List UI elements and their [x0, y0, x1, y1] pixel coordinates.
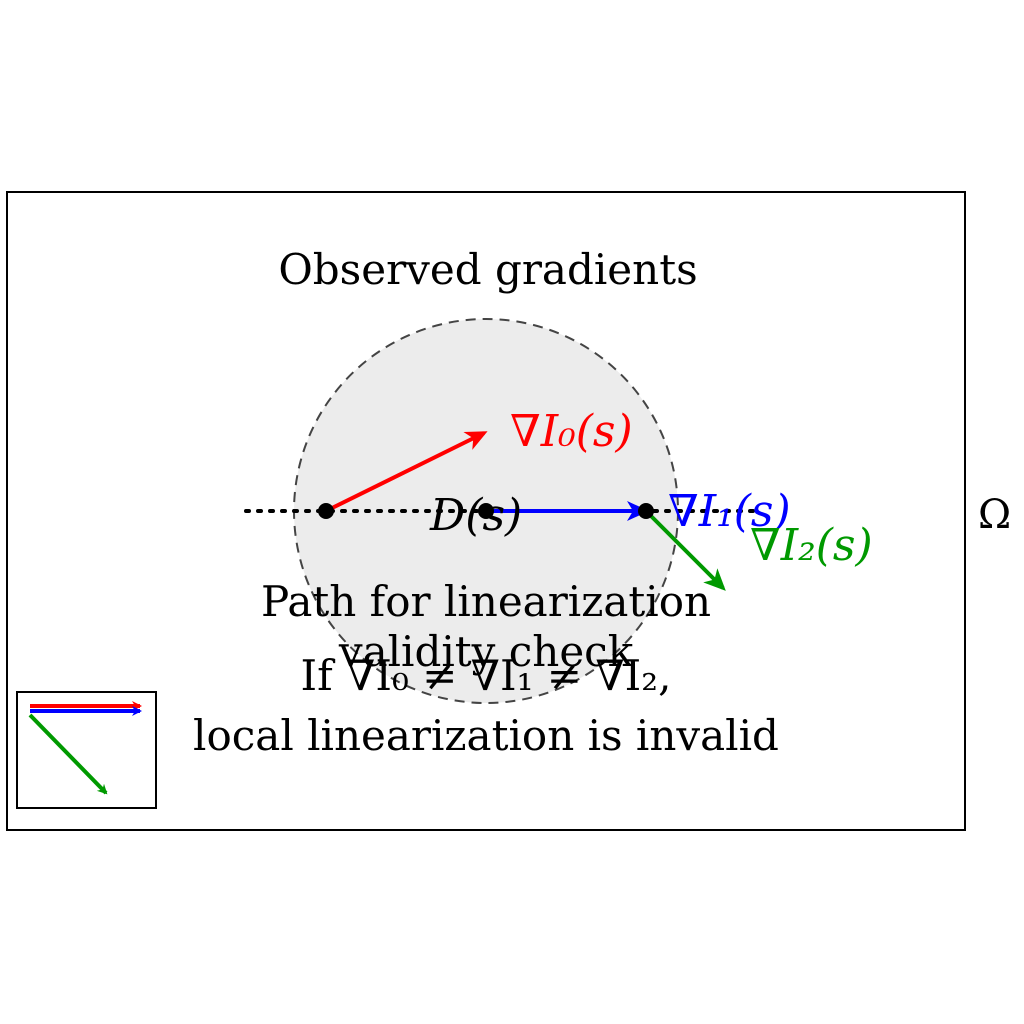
legend-arrow-green: [28, 713, 108, 795]
domain-frame: [6, 191, 966, 831]
region-label: D(s): [429, 490, 522, 541]
condition-caption-line-2: local linearization is invalid: [193, 711, 779, 760]
sample-point-0: [318, 503, 334, 519]
diagram-title: Observed gradients: [278, 245, 697, 294]
domain-label: Ω: [978, 492, 1011, 538]
gradient-label-0: ∇I₀(s): [510, 406, 633, 457]
sample-point-2: [638, 503, 654, 519]
gradient-arrow-2: [644, 509, 726, 591]
sample-point-1: [478, 503, 494, 519]
legend-inset: [16, 691, 157, 809]
gradient-label-1: ∇I₁(s): [668, 486, 791, 537]
condition-caption-line-1: If ∇I₀ ≠ ∇I₁ ≠ ∇I₂,: [301, 651, 672, 700]
path-caption-line-2: validity check: [338, 627, 634, 676]
gradient-arrow-0: [325, 431, 488, 513]
gradient-label-2: ∇I₂(s): [750, 520, 873, 571]
path-caption-line-1: Path for linearization: [261, 577, 711, 626]
